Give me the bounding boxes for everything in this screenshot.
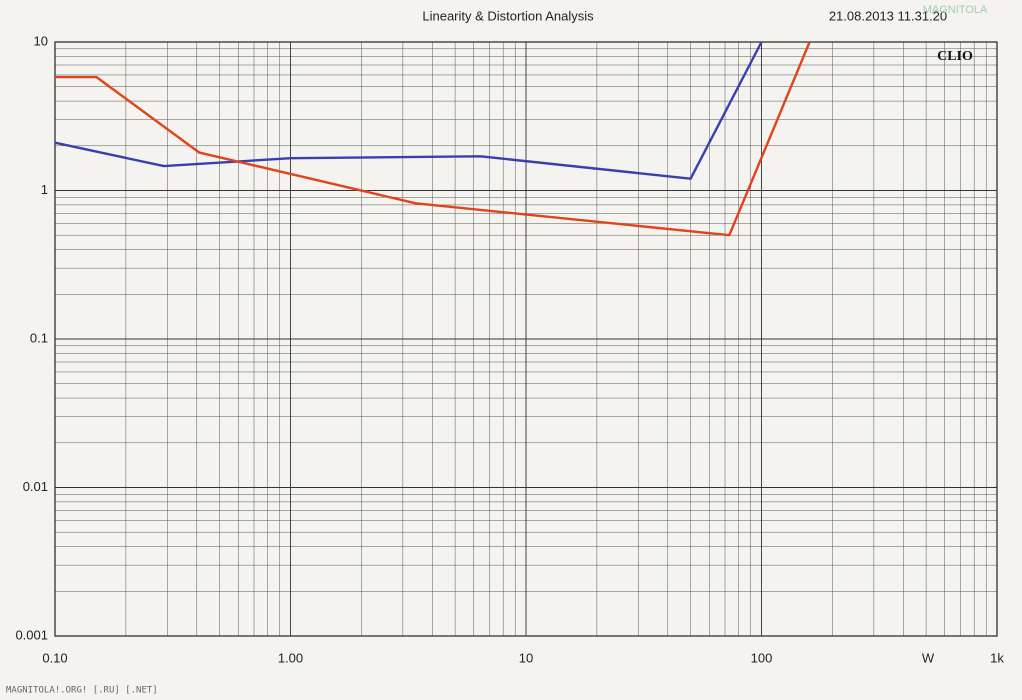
y-tick-label: 0.001	[15, 627, 48, 642]
y-tick-label: 0.1	[30, 330, 48, 345]
brand: CLIO	[937, 49, 973, 64]
watermark: MAGNITOLA!.ORG! [.RU] [.NET]	[6, 686, 158, 696]
y-tick-label: 0.01	[23, 479, 48, 494]
y-tick-label: 10	[34, 33, 48, 48]
x-tick-label: 1.00	[278, 650, 303, 665]
x-tick-label: 0.10	[42, 650, 67, 665]
x-axis-label: W	[922, 650, 935, 665]
x-tick-label: 100	[751, 650, 773, 665]
data-line	[54, 41, 763, 180]
x-tick-label: 10	[519, 650, 533, 665]
x-tick-label: 1k	[990, 650, 1004, 665]
timestamp: 21.08.2013 11.31.20	[829, 8, 947, 23]
y-tick-label: 1	[41, 182, 48, 197]
chart-title: Linearity & Distortion Analysis	[422, 8, 594, 23]
logo: MAGNITOLA	[923, 4, 988, 16]
plot-frame	[54, 41, 998, 637]
data-line	[55, 41, 811, 237]
